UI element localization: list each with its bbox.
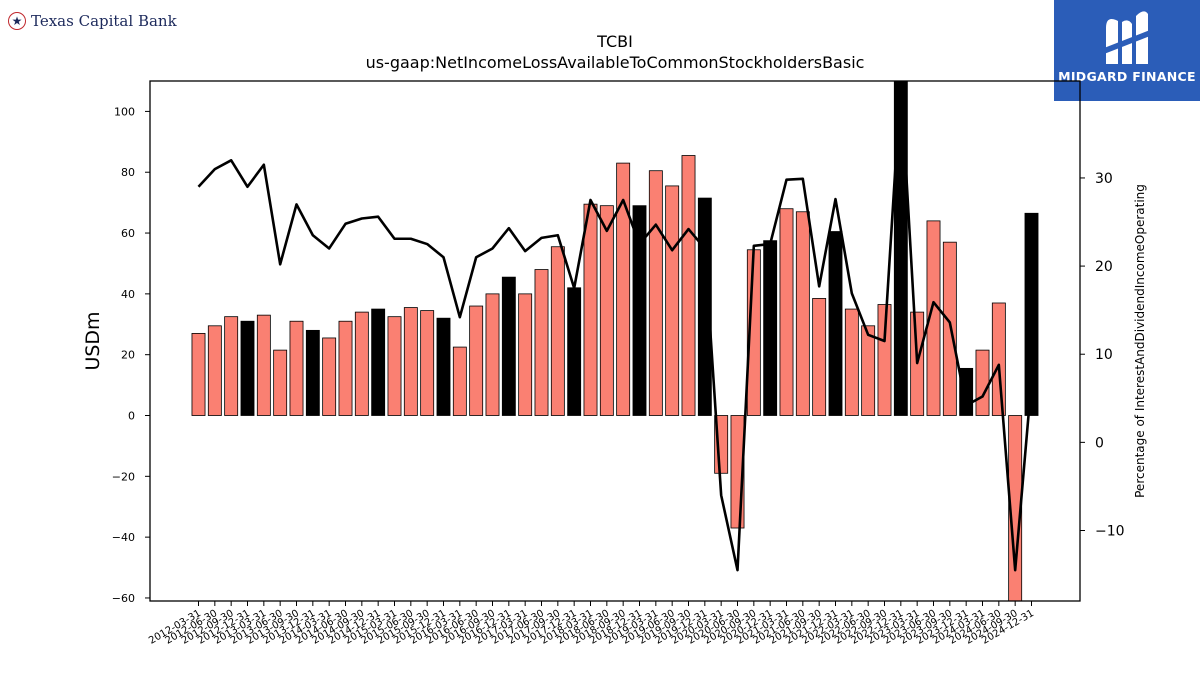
y-tick-label: −60 — [112, 592, 135, 605]
annual-bar — [828, 231, 843, 416]
quarterly-bar — [861, 325, 876, 416]
y-tick-label: 40 — [121, 288, 135, 301]
percentage-line — [197, 81, 1033, 572]
y2-tick-label: −10 — [1095, 523, 1125, 539]
quarterly-bar — [534, 269, 549, 416]
annual-bar — [632, 205, 647, 416]
quarterly-bar — [550, 246, 565, 416]
quarterly-bar — [975, 349, 990, 416]
annual-bar — [240, 320, 255, 416]
midgard-finance-logo: MIDGARD FINANCE — [1054, 0, 1200, 101]
y-tick-label: −20 — [112, 470, 135, 483]
quarterly-bar — [926, 220, 941, 416]
texas-capital-bank-logo: ★ Texas Capital Bank — [8, 12, 177, 30]
quarterly-bar — [485, 293, 500, 416]
y2-tick-label: 10 — [1095, 347, 1113, 363]
quarterly-bar — [420, 310, 435, 416]
y-tick-label: 100 — [114, 105, 135, 118]
quarterly-bar — [518, 293, 533, 416]
plot-frame — [149, 80, 1081, 602]
midgard-m-mark-icon — [1104, 11, 1150, 64]
quarterly-bar — [665, 185, 680, 416]
quarterly-bar — [256, 314, 271, 416]
annual-bar — [1024, 212, 1039, 416]
quarterly-bar — [403, 307, 418, 416]
y-tick-label: −40 — [112, 531, 135, 544]
quarterly-bar — [273, 349, 288, 416]
quarterly-bar — [224, 316, 239, 416]
quarterly-bar — [354, 311, 369, 416]
quarterly-bar — [844, 308, 859, 416]
quarterly-bar — [469, 305, 484, 416]
quarterly-bar — [338, 320, 353, 416]
quarterly-bar — [191, 332, 206, 416]
quarterly-bar — [387, 316, 402, 416]
quarterly-bar — [583, 203, 598, 416]
quarterly-bar — [877, 304, 892, 416]
quarterly-bar — [812, 298, 827, 416]
annual-bar — [697, 197, 712, 416]
y2-tick-label: 0 — [1095, 435, 1104, 451]
annual-bar — [501, 276, 516, 416]
quarterly-bar — [779, 208, 794, 416]
y2-tick-label: 20 — [1095, 259, 1113, 275]
y2-axis-label: Percentage of InterestAndDividendIncomeO… — [1133, 184, 1147, 498]
quarterly-bar — [322, 337, 337, 416]
quarterly-bar — [681, 155, 696, 416]
annual-bar — [305, 329, 320, 416]
quarterly-bar — [207, 325, 222, 416]
left-logo-text: Texas Capital Bank — [31, 12, 177, 30]
quarterly-bar — [991, 302, 1006, 416]
annual-bar — [763, 240, 778, 416]
quarterly-bar — [599, 205, 614, 416]
y-axis-label: USDm — [82, 311, 104, 370]
chart-subtitle: us-gaap:NetIncomeLossAvailableToCommonSt… — [366, 53, 865, 72]
chart-title: TCBI — [596, 32, 633, 51]
quarterly-bar — [616, 162, 631, 416]
right-logo-text: MIDGARD FINANCE — [1058, 69, 1196, 84]
annual-bar — [567, 287, 582, 416]
y-tick-label: 60 — [121, 227, 135, 240]
y-tick-label: 0 — [128, 410, 135, 423]
annual-bar — [893, 80, 908, 416]
quarterly-bar — [795, 211, 810, 416]
y-tick-label: 20 — [121, 349, 135, 362]
y-tick-label: 80 — [121, 166, 135, 179]
annual-bar — [371, 308, 386, 416]
quarterly-bar — [452, 346, 467, 416]
quarterly-bar — [289, 320, 304, 416]
annual-bar — [436, 317, 451, 416]
y2-tick-label: 30 — [1095, 171, 1113, 187]
star-in-circle-icon: ★ — [8, 12, 26, 30]
quarterly-bar — [648, 170, 663, 416]
